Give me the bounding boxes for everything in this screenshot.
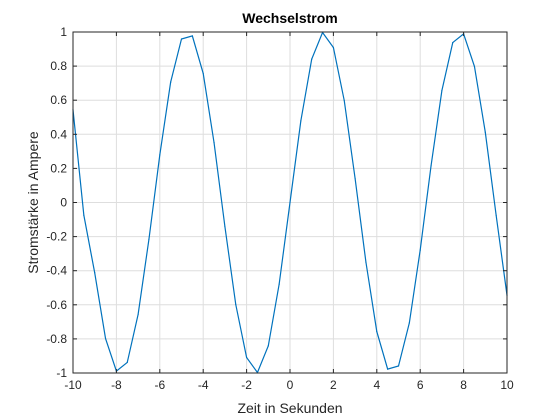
- x-axis-title: Zeit in Sekunden: [237, 400, 342, 416]
- data-point: [365, 261, 367, 263]
- data-point: [495, 214, 497, 216]
- x-tick-label: -8: [111, 378, 122, 392]
- data-point: [343, 99, 345, 102]
- data-point: [148, 238, 150, 240]
- data-point: [300, 120, 302, 122]
- data-point: [126, 361, 128, 364]
- y-tick-label: 0: [60, 196, 67, 210]
- data-point: [224, 225, 226, 228]
- data-point: [473, 65, 476, 68]
- y-tick-label: -0.2: [46, 230, 67, 244]
- data-point: [137, 313, 139, 316]
- y-tick-label: -0.4: [46, 264, 67, 278]
- data-point: [332, 46, 334, 49]
- y-tick-label: 1: [60, 25, 67, 39]
- data-point: [484, 131, 486, 133]
- x-tick-label: -4: [198, 378, 209, 392]
- data-point: [159, 154, 161, 156]
- data-point: [83, 214, 85, 216]
- data-point: [94, 272, 96, 274]
- x-tick-label: -6: [154, 378, 165, 392]
- data-point: [408, 322, 410, 324]
- y-tick-label: -0.6: [46, 298, 67, 312]
- data-point: [202, 72, 204, 75]
- data-point: [419, 249, 421, 251]
- data-point: [397, 365, 400, 367]
- y-tick-label: -1: [56, 366, 67, 380]
- y-tick-labels: -1 -0.8 -0.6 -0.4 -0.2 0 0.2 0.4 0.6 0.8 1: [46, 25, 67, 380]
- data-point: [104, 337, 107, 340]
- data-point: [376, 330, 378, 333]
- data-point: [289, 201, 291, 204]
- data-point: [441, 89, 443, 92]
- x-tick-label: 6: [417, 378, 424, 392]
- data-point: [387, 368, 389, 370]
- data-point: [278, 283, 280, 285]
- x-tick-label: 8: [460, 378, 467, 392]
- data-point: [354, 177, 356, 180]
- data-point: [191, 35, 193, 37]
- data-point: [311, 58, 313, 60]
- chart-title: Wechselstrom: [242, 10, 337, 26]
- data-point: [430, 165, 432, 167]
- x-tick-label: 4: [373, 378, 380, 392]
- data-point: [180, 38, 183, 40]
- y-tick-label: 0.8: [50, 59, 67, 73]
- y-tick-label: 0.2: [50, 161, 67, 175]
- x-tick-label: 2: [330, 378, 337, 392]
- data-point: [267, 345, 269, 347]
- data-point: [452, 41, 454, 44]
- x-tick-label: 10: [500, 378, 514, 392]
- y-tick-label: -0.8: [46, 332, 67, 346]
- x-tick-label: -2: [241, 378, 252, 392]
- x-tick-label: 0: [287, 378, 294, 392]
- y-tick-label: 0.4: [50, 127, 67, 141]
- data-point: [170, 81, 172, 83]
- y-axis-title: Stromstärke in Ampere: [25, 131, 41, 274]
- series-group: [72, 31, 508, 374]
- data-point: [246, 356, 248, 359]
- data-point: [213, 142, 215, 144]
- x-tick-labels: -10 -8 -6 -4 -2 0 2 4 6 8 10: [64, 378, 514, 392]
- data-point: [235, 303, 237, 306]
- y-tick-label: 0.6: [50, 93, 67, 107]
- tick-marks: [72, 31, 508, 374]
- x-tick-label: -10: [64, 378, 82, 392]
